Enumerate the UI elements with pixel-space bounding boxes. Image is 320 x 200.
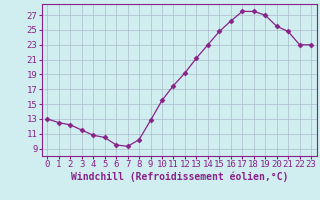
X-axis label: Windchill (Refroidissement éolien,°C): Windchill (Refroidissement éolien,°C) — [70, 172, 288, 182]
